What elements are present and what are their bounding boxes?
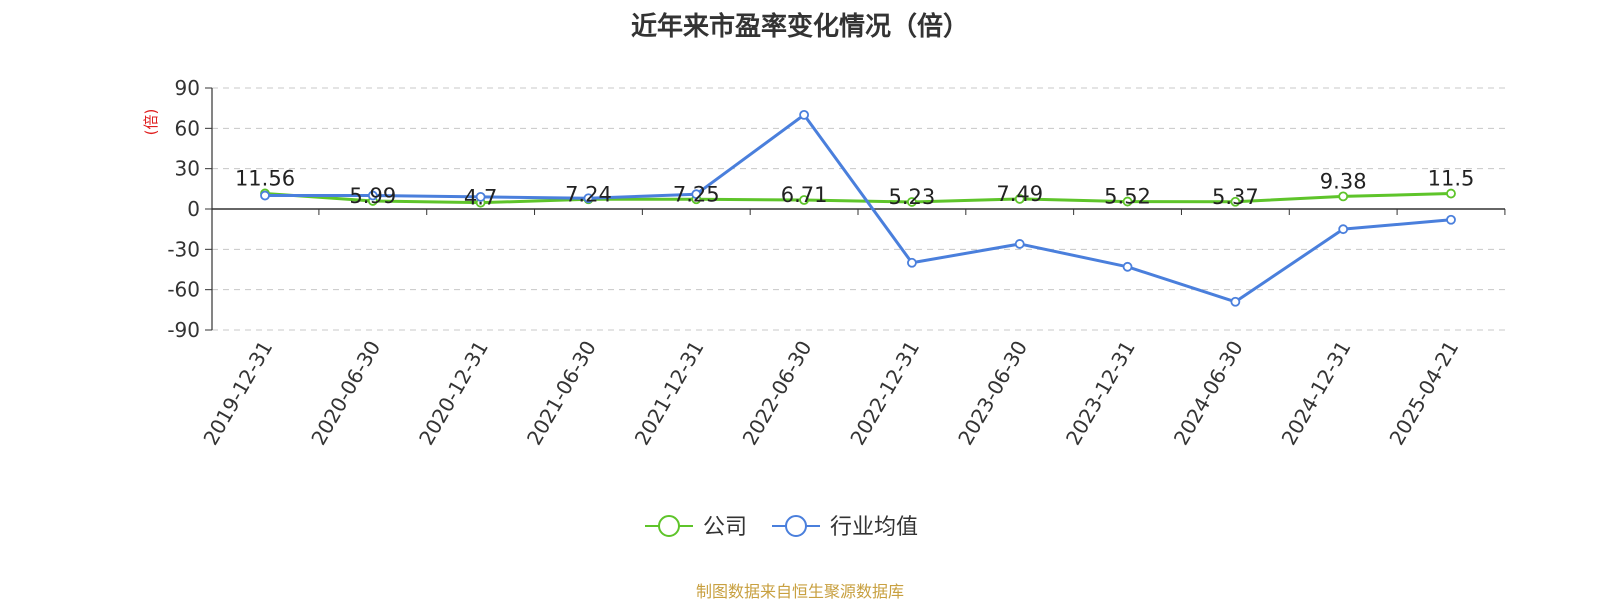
- data-point: [1230, 196, 1241, 207]
- data-label: 11.5: [1428, 167, 1475, 191]
- data-label: 6.71: [781, 183, 828, 207]
- x-tick-label: 2023-06-30: [953, 337, 1032, 450]
- x-tick-label: 2024-12-31: [1277, 337, 1356, 450]
- data-label: 5.37: [1212, 185, 1259, 209]
- x-tick-label: 2024-06-30: [1169, 337, 1248, 450]
- data-point: [1014, 194, 1025, 204]
- data-label: 11.56: [235, 166, 295, 190]
- x-tick-label: 2021-12-31: [630, 337, 709, 450]
- data-label: 5.99: [349, 184, 396, 208]
- data-point: [1230, 296, 1241, 307]
- y-tick-label: 90: [175, 76, 200, 100]
- data-label: 5.52: [1104, 185, 1151, 209]
- y-axis-label: (倍): [142, 109, 160, 136]
- y-tick-label: 60: [175, 116, 200, 140]
- data-point: [1338, 191, 1349, 202]
- data-point: [799, 195, 809, 205]
- y-tick-label: 30: [175, 157, 200, 181]
- data-label: 5.23: [889, 185, 936, 209]
- data-source-note: 制图数据来自恒生聚源数据库: [695, 582, 904, 601]
- data-point: [367, 190, 378, 201]
- x-tick-label: 2020-12-31: [414, 337, 493, 450]
- data-point: [583, 193, 594, 204]
- x-tick-label: 2021-06-30: [522, 337, 601, 450]
- data-point: [1122, 261, 1133, 272]
- data-point: [907, 197, 917, 207]
- legend-marker: [785, 515, 807, 537]
- series-line-industry-average: [265, 113, 1452, 304]
- y-tick-label: 0: [187, 197, 200, 221]
- data-point: [1446, 188, 1456, 199]
- x-tick-label: 2022-06-30: [738, 337, 817, 450]
- x-tick-label: 2020-06-30: [306, 337, 385, 450]
- data-label: 4.7: [464, 186, 497, 210]
- series-line-company: [264, 191, 1452, 205]
- data-point: [799, 109, 809, 120]
- data-point: [691, 189, 702, 200]
- data-point: [1446, 214, 1456, 225]
- data-label: 7.25: [673, 182, 720, 206]
- x-tick-label: 2019-12-31: [198, 337, 277, 450]
- data-label: 7.49: [996, 182, 1043, 206]
- x-tick-label: 2023-12-31: [1061, 337, 1140, 450]
- y-tick-label: -90: [167, 318, 200, 342]
- legend-marker: [658, 515, 680, 537]
- data-point: [1014, 239, 1025, 249]
- data-label: 7.24: [565, 182, 612, 206]
- x-tick-label: 2025-04-21: [1384, 337, 1463, 450]
- data-point: [260, 190, 270, 201]
- data-point: [1338, 224, 1349, 235]
- legend-label: 行业均值: [830, 515, 918, 540]
- chart-title: 近年来市盈率变化情况（倍）: [630, 12, 969, 42]
- legend-label: 公司: [703, 515, 747, 540]
- y-tick-label: -60: [167, 278, 200, 302]
- y-tick-label: -30: [167, 237, 200, 261]
- x-tick-label: 2022-12-31: [845, 337, 924, 450]
- data-point: [1122, 196, 1133, 207]
- data-point: [475, 191, 486, 202]
- data-label: 9.38: [1320, 169, 1367, 193]
- data-point: [907, 257, 917, 268]
